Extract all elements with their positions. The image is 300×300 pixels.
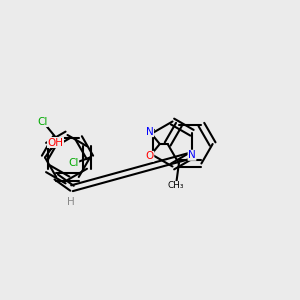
Text: CH₃: CH₃ bbox=[168, 182, 184, 190]
Text: Cl: Cl bbox=[38, 116, 48, 127]
Text: H: H bbox=[67, 197, 74, 207]
Text: Cl: Cl bbox=[68, 158, 79, 169]
Text: OH: OH bbox=[47, 137, 64, 148]
Text: O: O bbox=[146, 152, 154, 161]
Text: N: N bbox=[146, 127, 154, 136]
Text: N: N bbox=[188, 150, 196, 160]
